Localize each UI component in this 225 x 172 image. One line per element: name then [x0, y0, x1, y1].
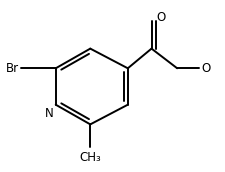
Text: O: O — [200, 62, 209, 75]
Text: Br: Br — [6, 62, 19, 75]
Text: N: N — [45, 107, 54, 120]
Text: CH₃: CH₃ — [79, 151, 101, 164]
Text: O: O — [156, 11, 165, 24]
